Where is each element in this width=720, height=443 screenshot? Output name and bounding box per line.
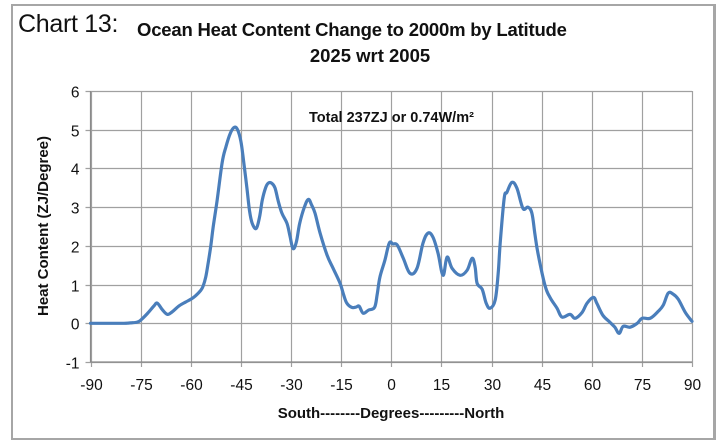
x-tick-label: 45 <box>534 377 551 394</box>
x-axis-title: South--------Degrees---------North <box>278 405 505 422</box>
x-tick-label: -60 <box>180 377 203 394</box>
x-tick-label: -90 <box>80 377 103 394</box>
axes <box>89 91 692 363</box>
x-tick-label: -45 <box>230 377 252 394</box>
y-tick-label: 2 <box>71 240 80 257</box>
gridlines <box>85 90 694 367</box>
total-annotation: Total 237ZJ or 0.74W/m² <box>309 110 474 126</box>
y-tick-label: -1 <box>66 356 80 373</box>
x-tick-label: 0 <box>387 377 396 394</box>
x-tick-label: -75 <box>130 377 152 394</box>
y-tick-label: 1 <box>71 279 80 296</box>
x-tick-label: -15 <box>330 377 352 394</box>
x-tick-label: -30 <box>280 377 303 394</box>
x-tick-label: 90 <box>684 377 702 394</box>
y-tick-label: 6 <box>71 85 80 102</box>
y-tick-label: 0 <box>71 317 80 334</box>
series-group <box>88 125 694 335</box>
chart-number-label: Chart 13: <box>18 10 119 38</box>
x-tick-label: 60 <box>584 377 602 394</box>
y-tick-labels: -1 0 1 2 3 4 5 6 <box>66 85 80 373</box>
x-tick-label: 75 <box>634 377 651 394</box>
chart-frame <box>11 4 716 440</box>
y-tick-label: 5 <box>71 124 80 141</box>
x-tick-labels: -90 -75 -60 -45 -30 -15 0 15 30 45 60 75 90 <box>80 377 701 394</box>
y-tick-label: 3 <box>71 201 80 218</box>
chart-title: Ocean Heat Content Change to 2000m by La… <box>137 19 567 40</box>
series-line-heat-content <box>88 125 694 335</box>
chart-subtitle: 2025 wrt 2005 <box>309 45 431 66</box>
x-tick-label: 30 <box>484 377 502 394</box>
x-tick-label: 15 <box>433 377 450 394</box>
y-axis-title: Heat Content (ZJ/Degree) <box>35 136 52 316</box>
y-tick-label: 4 <box>71 162 80 179</box>
